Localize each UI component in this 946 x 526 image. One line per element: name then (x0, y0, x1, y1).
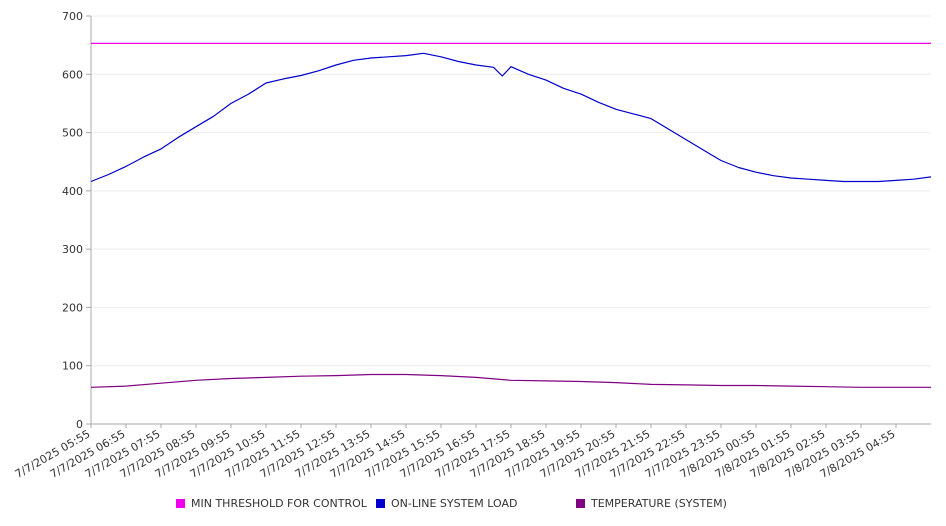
axes (90, 16, 931, 425)
y-tick-label-300: 300 (62, 243, 83, 256)
y-tick-label-100: 100 (62, 360, 83, 373)
system-load-line (90, 52, 932, 183)
legend-label-threshold: MIN THRESHOLD FOR CONTROL (191, 497, 367, 510)
legend-label-load: ON-LINE SYSTEM LOAD (391, 497, 518, 510)
legend-item-load: ON-LINE SYSTEM LOAD (376, 497, 517, 510)
y-tick-label-0: 0 (76, 418, 83, 431)
legend-label-temperature: TEMPERATURE (SYSTEM) (591, 497, 727, 510)
y-tick-label-700: 700 (62, 10, 83, 23)
y-tick-label-500: 500 (62, 127, 83, 140)
legend-swatch-load (376, 499, 385, 508)
y-tick-label-400: 400 (62, 185, 83, 198)
x-tick-labels: 7/7/2025 05:557/7/2025 06:557/7/2025 07:… (13, 424, 898, 481)
legend-item-threshold: MIN THRESHOLD FOR CONTROL (176, 497, 367, 510)
temperature-line (90, 373, 931, 388)
legend-swatch-threshold (176, 499, 185, 508)
grid-lines (91, 15, 931, 367)
y-tick-label-200: 200 (62, 301, 83, 314)
y-tick-labels: 0 100 200 300 400 500 600 700 (62, 10, 91, 431)
series-lines (90, 42, 932, 388)
legend-swatch-temperature (576, 499, 585, 508)
y-tick-label-600: 600 (62, 68, 83, 81)
legend-item-temperature: TEMPERATURE (SYSTEM) (576, 497, 727, 510)
legend: MIN THRESHOLD FOR CONTROL ON-LINE SYSTEM… (0, 497, 946, 515)
